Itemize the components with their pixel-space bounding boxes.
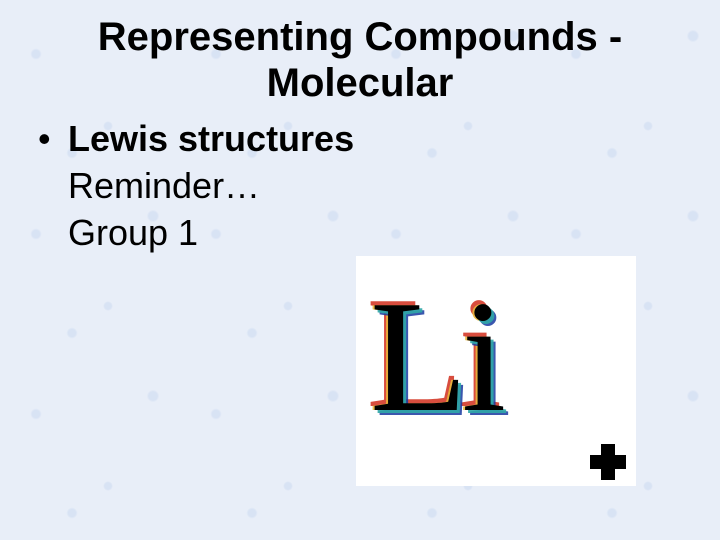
reminder-line: Reminder… xyxy=(38,163,690,208)
slide-title: Representing Compounds - Molecular xyxy=(30,14,690,106)
title-line-1: Representing Compounds - xyxy=(98,15,622,59)
bullet-label: Lewis structures xyxy=(68,116,354,161)
glyph-base: Li xyxy=(370,276,500,436)
bullet-item: • Lewis structures xyxy=(38,116,690,161)
group-line: Group 1 xyxy=(38,210,690,255)
electron-dot-icon xyxy=(590,444,626,480)
body-text: • Lewis structures Reminder… Group 1 xyxy=(30,116,690,255)
title-line-2: Molecular xyxy=(267,61,454,105)
slide: Representing Compounds - Molecular • Lew… xyxy=(0,0,720,540)
bullet-marker: • xyxy=(38,116,68,161)
lewis-dot-figure: Li Li Li Li Li xyxy=(356,256,636,486)
